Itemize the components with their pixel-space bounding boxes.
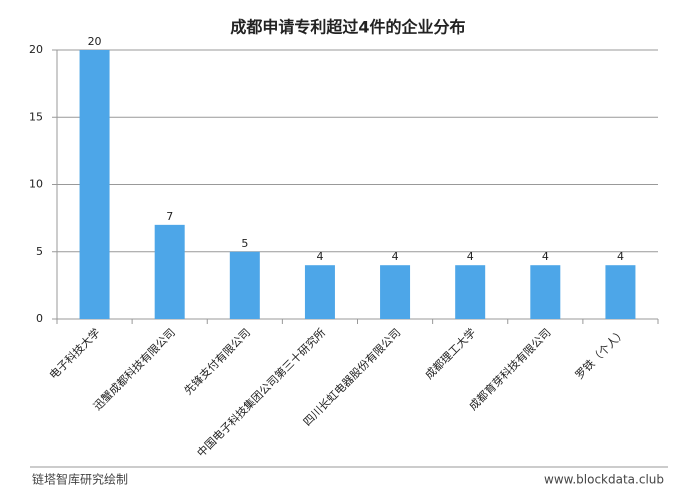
data-label: 20 [88, 35, 102, 48]
data-label: 7 [166, 210, 173, 223]
data-label: 4 [467, 250, 474, 263]
y-tick-label: 5 [36, 245, 43, 258]
bar [530, 265, 561, 319]
chart-title: 成都申请专利超过4件的企业分布 [230, 18, 465, 37]
y-tick-label: 10 [29, 178, 43, 191]
data-label: 5 [241, 237, 248, 250]
bar [79, 50, 110, 319]
x-tick-label: 迅蟹成都科技有限公司 [90, 325, 178, 413]
data-label: 4 [392, 250, 399, 263]
x-tick-label: 电子科技大学 [46, 325, 103, 382]
y-tick-label: 0 [36, 312, 43, 325]
footer-left: 链塔智库研究绘制 [32, 472, 128, 487]
bar [380, 265, 411, 319]
data-label: 4 [542, 250, 549, 263]
bar [455, 265, 486, 319]
bar [304, 265, 335, 319]
x-tick-label: 成都育芽科技有限公司 [466, 325, 554, 413]
x-tick-label: 中国电子科技集团公司第三十研究所 [194, 325, 328, 459]
x-tick-label: 罗铁（个人） [573, 326, 629, 382]
bar [605, 265, 636, 319]
bar [229, 251, 260, 319]
y-tick-label: 20 [29, 43, 43, 56]
x-tick-label: 成都理工大学 [422, 325, 479, 382]
data-label: 4 [617, 250, 624, 263]
bar [154, 224, 185, 319]
x-tick-label: 先锋支付有限公司 [181, 325, 253, 397]
footer-right: www.blockdata.club [544, 473, 664, 487]
data-label: 4 [316, 250, 323, 263]
y-tick-label: 15 [29, 110, 43, 123]
